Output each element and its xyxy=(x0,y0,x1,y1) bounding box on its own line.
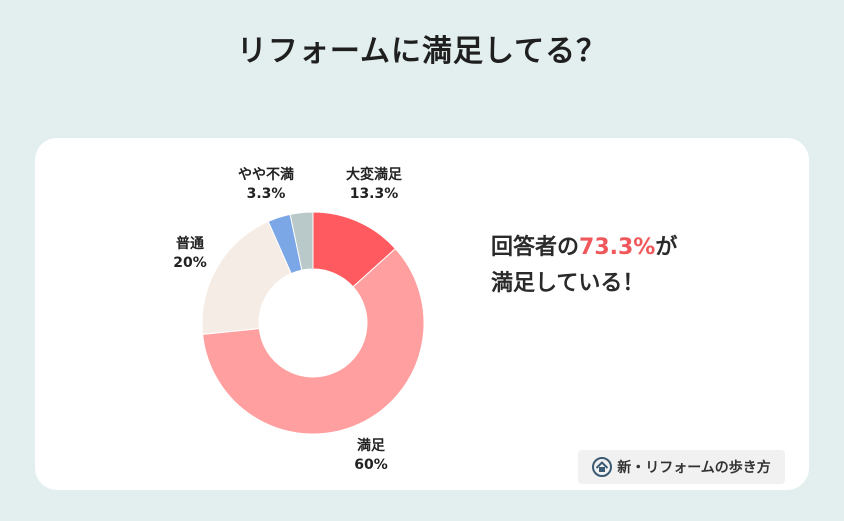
headline: 回答者の73.3%が 満足している！ xyxy=(491,230,677,302)
headline-line2: 満足している！ xyxy=(491,271,645,296)
label-very-satisfied-value: 13.3% xyxy=(349,186,399,202)
slice-satisfied xyxy=(202,247,425,435)
headline-highlight: 73.3% xyxy=(579,235,656,260)
slice-dissatisfied xyxy=(289,211,314,271)
label-somewhat-dissatisfied-name: やや不満 xyxy=(238,167,294,183)
label-somewhat-dissatisfied-value: 3.3% xyxy=(246,186,286,202)
label-satisfied: 満足 60% xyxy=(336,437,406,475)
label-neutral-name: 普通 xyxy=(176,236,204,252)
label-neutral-value: 20% xyxy=(173,255,207,271)
headline-prefix: 回答者の xyxy=(491,235,580,260)
label-very-satisfied: 大変満足 13.3% xyxy=(330,166,418,204)
label-somewhat-dissatisfied: やや不満 3.3% xyxy=(222,166,310,204)
headline-suffix: が xyxy=(655,235,678,260)
house-logo-icon xyxy=(592,457,613,477)
brand-name: 新・リフォームの歩き方 xyxy=(617,460,771,476)
label-very-satisfied-name: 大変満足 xyxy=(346,167,402,183)
headline-line1: 回答者の73.3%が xyxy=(491,230,677,266)
chart-title: リフォームに満足してる？ xyxy=(236,34,608,69)
label-satisfied-value: 60% xyxy=(354,457,388,473)
label-neutral: 普通 20% xyxy=(150,235,230,273)
label-satisfied-name: 満足 xyxy=(357,438,385,454)
brand-badge: 新・リフォームの歩き方 xyxy=(578,450,785,484)
